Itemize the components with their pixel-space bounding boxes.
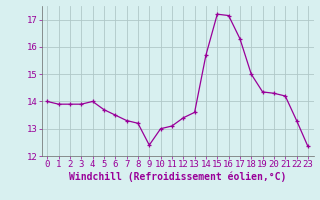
X-axis label: Windchill (Refroidissement éolien,°C): Windchill (Refroidissement éolien,°C) (69, 172, 286, 182)
